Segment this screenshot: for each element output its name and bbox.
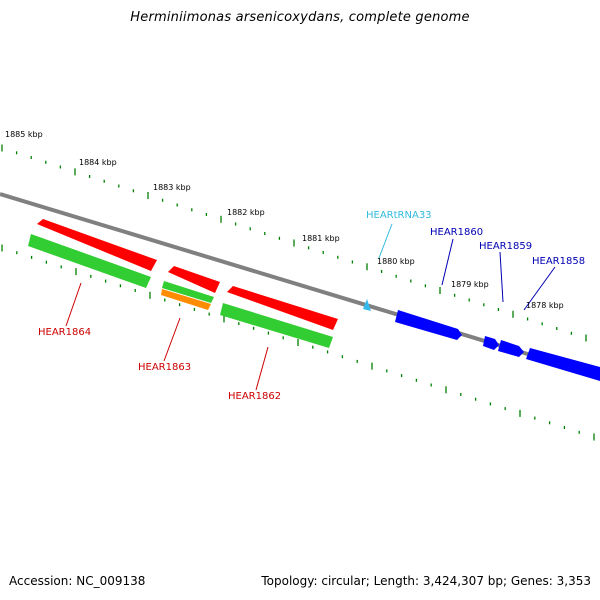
gene-hear1858 [526, 348, 600, 381]
scale-label: 1883 kbp [153, 183, 191, 192]
gene-hear1863-reverse [162, 281, 214, 303]
scale-label: 1882 kbp [227, 208, 265, 217]
gene-hear1862-reverse [220, 303, 333, 348]
gene-hear1863-forward [168, 266, 220, 293]
gene-label: HEARtRNA33 [366, 210, 432, 221]
hear1864-leader [65, 282, 82, 327]
hear1858-leader [523, 266, 556, 311]
gene-hear1859-right [498, 340, 524, 357]
hear1859-leader [499, 251, 504, 303]
gene-label: HEAR1863 [138, 362, 191, 373]
upper-scale-ticks [1, 144, 587, 342]
hearttrna33-leader [378, 223, 393, 259]
scale-label: 1880 kbp [377, 257, 415, 266]
gene-hear1862-forward [227, 286, 338, 330]
gene-label: HEAR1858 [532, 256, 585, 267]
scale-label: 1878 kbp [526, 301, 564, 310]
scale-label: 1885 kbp [5, 130, 43, 139]
hear1860-leader [441, 238, 454, 286]
gene-hear1864-forward [37, 219, 157, 271]
accession-info: Accession: NC_009138 [9, 574, 146, 588]
hear1863-leader [163, 317, 181, 362]
gene-hear1860 [395, 310, 462, 340]
lower-scale-ticks [1, 244, 595, 441]
hear1862-leader [255, 346, 269, 391]
gene-hear1863-other [161, 289, 211, 310]
gene-hear1864-reverse [28, 234, 151, 288]
scale-label: 1879 kbp [451, 280, 489, 289]
gene-hear1859-left [483, 336, 499, 350]
gene-label: HEAR1860 [430, 227, 483, 238]
trna-hearttrna33 [363, 299, 371, 311]
map-title: Herminiimonas arsenicoxydans, complete g… [130, 10, 470, 25]
scale-label: 1881 kbp [302, 234, 340, 243]
gene-label: HEAR1859 [479, 241, 532, 252]
genome-summary: Topology: circular; Length: 3,424,307 bp… [261, 574, 591, 588]
gene-label: HEAR1864 [38, 327, 91, 338]
gene-label: HEAR1862 [228, 391, 281, 402]
scale-label: 1884 kbp [79, 158, 117, 167]
